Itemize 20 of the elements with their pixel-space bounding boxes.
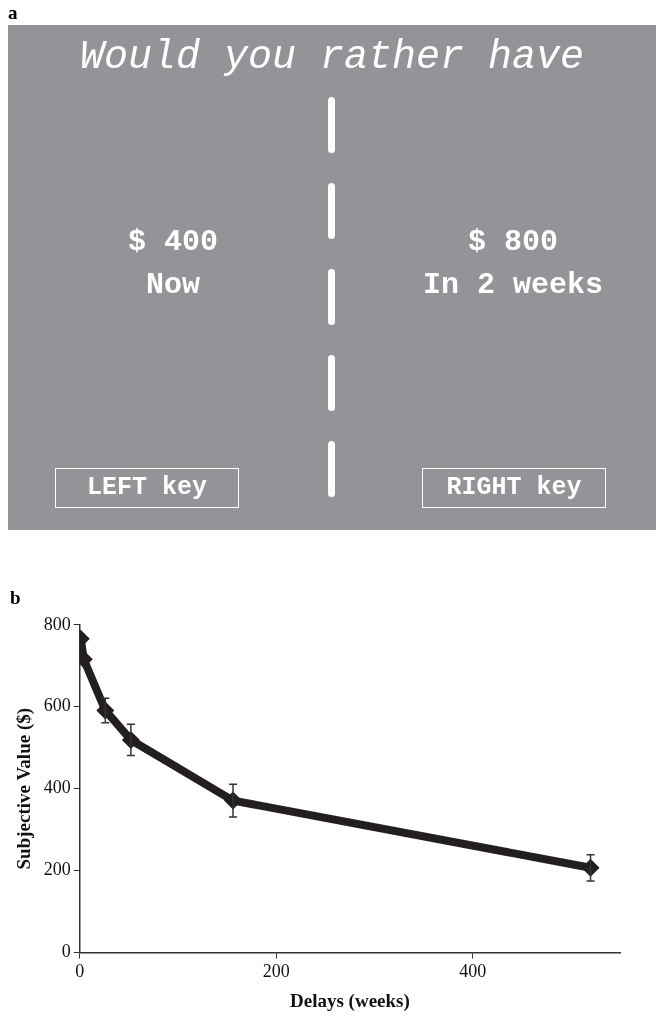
y-tick-label: 800 <box>43 613 71 634</box>
y-axis-title: Subjective Value ($) <box>13 707 36 870</box>
text: In 2 weeks <box>422 268 604 302</box>
text: $ 800 <box>467 225 559 259</box>
x-tick-label: 0 <box>75 961 85 982</box>
point <box>96 701 115 720</box>
y-tick-label: 400 <box>43 777 71 798</box>
text: LEFT key <box>55 468 239 508</box>
y-tick-label: 600 <box>43 695 71 716</box>
x-tick-label: 200 <box>262 961 290 982</box>
text: RIGHT key <box>422 468 606 508</box>
text: $ 400 <box>127 225 219 259</box>
text: Now <box>145 268 201 302</box>
y-tick-label: 0 <box>61 941 71 962</box>
text: Would you rather have <box>78 35 586 80</box>
y-tick-label: 200 <box>43 859 71 880</box>
x-tick-label: 400 <box>459 961 487 982</box>
text: a <box>8 2 18 24</box>
chart-title: b <box>10 587 21 609</box>
x-axis-title: Delays (weeks) <box>290 989 410 1012</box>
